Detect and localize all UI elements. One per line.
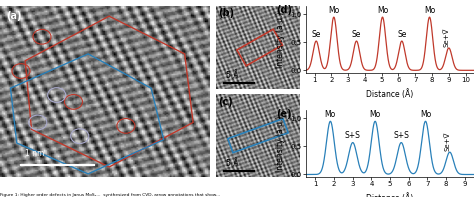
Y-axis label: Intensity (a.u.): Intensity (a.u.) (276, 115, 285, 172)
Text: Mo: Mo (328, 6, 339, 15)
Text: S+S: S+S (393, 131, 409, 140)
Text: 5 Å: 5 Å (226, 71, 238, 80)
X-axis label: Distance (Å): Distance (Å) (366, 89, 414, 99)
Y-axis label: Intensity (a.u.): Intensity (a.u.) (276, 11, 285, 68)
Text: Mo: Mo (377, 6, 388, 15)
Text: 1 nm: 1 nm (25, 150, 45, 158)
Text: Figure 1: Higher order defects in Janus MoS₂...  synthesized from CVD, arrow ann: Figure 1: Higher order defects in Janus … (0, 193, 220, 197)
Text: Se+V̅: Se+V̅ (444, 28, 450, 47)
Text: 5 Å: 5 Å (226, 159, 238, 168)
Text: Mo: Mo (420, 110, 431, 119)
Text: (a): (a) (6, 11, 22, 21)
Text: Se: Se (397, 30, 407, 39)
Text: (e): (e) (276, 109, 292, 119)
Text: (b): (b) (219, 8, 235, 18)
Text: (c): (c) (219, 97, 233, 107)
X-axis label: Distance (Å): Distance (Å) (366, 193, 414, 197)
Text: Se: Se (311, 30, 321, 39)
Text: Se: Se (352, 30, 361, 39)
Text: S+S: S+S (345, 131, 361, 140)
Text: Mo: Mo (325, 110, 336, 119)
Text: Mo: Mo (370, 110, 381, 119)
Text: Mo: Mo (424, 6, 435, 15)
Text: Se+V̅: Se+V̅ (445, 132, 451, 151)
Text: (d): (d) (276, 5, 292, 15)
